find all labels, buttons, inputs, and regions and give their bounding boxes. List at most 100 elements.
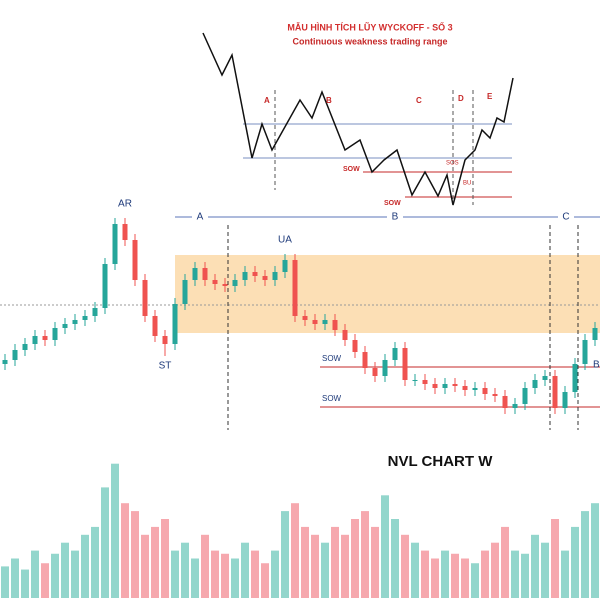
candle-body bbox=[522, 388, 528, 404]
candle-body bbox=[152, 316, 158, 336]
volume-bar bbox=[281, 511, 289, 598]
volume-bar bbox=[11, 558, 19, 598]
candle-body bbox=[482, 388, 488, 394]
volume-bar bbox=[511, 550, 519, 598]
inset-title: MẪU HÌNH TÍCH LŨY WYCKOFF - SỐ 3 bbox=[287, 21, 452, 32]
candle-body bbox=[212, 280, 218, 284]
volume-bar bbox=[391, 519, 399, 598]
volume-bar bbox=[431, 558, 439, 598]
volume-bar bbox=[561, 550, 569, 598]
candle-body bbox=[172, 304, 178, 344]
candle-body bbox=[32, 336, 38, 344]
candle-body bbox=[282, 260, 288, 272]
volume-bar bbox=[491, 542, 499, 598]
candle-body bbox=[112, 224, 118, 264]
volume-bar bbox=[191, 558, 199, 598]
candle-body bbox=[492, 394, 498, 396]
volume-bar bbox=[141, 534, 149, 598]
candle-body bbox=[82, 316, 88, 320]
candle-body bbox=[292, 260, 298, 316]
candle-body bbox=[182, 280, 188, 304]
candle-body bbox=[562, 392, 568, 408]
candle-body bbox=[162, 336, 168, 344]
candle-body bbox=[62, 324, 68, 328]
volume-bar bbox=[171, 550, 179, 598]
volume-bar bbox=[571, 526, 579, 598]
volume-bar bbox=[381, 495, 389, 598]
volume-bar bbox=[541, 542, 549, 598]
candle-body bbox=[352, 340, 358, 352]
candle-body bbox=[232, 280, 238, 286]
volume-bar bbox=[131, 511, 139, 598]
volume-bar bbox=[591, 503, 599, 598]
candle-body bbox=[432, 384, 438, 388]
volume-bar bbox=[221, 553, 229, 598]
candle-body bbox=[382, 360, 388, 376]
candle-body bbox=[302, 316, 308, 320]
volume-bar bbox=[581, 511, 589, 598]
phase-bg bbox=[192, 210, 208, 224]
volume-bar bbox=[411, 542, 419, 598]
candle-body bbox=[342, 330, 348, 340]
candle-body bbox=[402, 348, 408, 380]
volume-bar bbox=[121, 503, 129, 598]
inset-phase: B bbox=[326, 96, 332, 105]
volume-bar bbox=[521, 553, 529, 598]
candle-body bbox=[552, 376, 558, 408]
volume-bar bbox=[441, 550, 449, 598]
candle-body bbox=[462, 386, 468, 390]
range-zone bbox=[175, 255, 600, 333]
volume-bar bbox=[321, 542, 329, 598]
edge-label: B bbox=[593, 360, 600, 371]
inset-subtitle: Continuous weakness trading range bbox=[292, 36, 447, 46]
candle-body bbox=[532, 380, 538, 388]
volume-bar bbox=[241, 542, 249, 598]
volume-bar bbox=[101, 487, 109, 598]
candle-body bbox=[2, 360, 8, 364]
candle-body bbox=[52, 328, 58, 340]
candle-body bbox=[372, 368, 378, 376]
volume-bar bbox=[161, 519, 169, 598]
candle-body bbox=[202, 268, 208, 280]
candle-body bbox=[192, 268, 198, 280]
phase-label: A bbox=[197, 212, 204, 223]
volume-bar bbox=[51, 553, 59, 598]
candle-body bbox=[472, 388, 478, 390]
candle-body bbox=[42, 336, 48, 340]
volume-bar bbox=[1, 566, 9, 598]
candle-body bbox=[312, 320, 318, 324]
candle-body bbox=[222, 284, 228, 286]
volume-bar bbox=[211, 550, 219, 598]
candle-body bbox=[132, 240, 138, 280]
annotation: UA bbox=[278, 235, 292, 246]
inset-phase: A bbox=[264, 96, 270, 105]
volume-bar bbox=[451, 553, 459, 598]
phase-bg bbox=[387, 210, 403, 224]
candle-body bbox=[362, 352, 368, 368]
volume-bar bbox=[31, 550, 39, 598]
candle-body bbox=[592, 328, 598, 340]
volume-bar bbox=[331, 526, 339, 598]
chart-title: NVL CHART W bbox=[388, 453, 494, 470]
volume-bar bbox=[371, 526, 379, 598]
inset-label: SOW bbox=[343, 166, 360, 173]
inset: MẪU HÌNH TÍCH LŨY WYCKOFF - SỐ 3 Continu… bbox=[202, 21, 514, 207]
volume-bar bbox=[361, 511, 369, 598]
volume-bar bbox=[41, 563, 49, 598]
volume-bar bbox=[261, 563, 269, 598]
candle-body bbox=[142, 280, 148, 316]
candle-body bbox=[72, 320, 78, 324]
level-label: SOW bbox=[322, 394, 342, 403]
volume-bar bbox=[351, 519, 359, 598]
candle-body bbox=[392, 348, 398, 360]
candle-body bbox=[412, 380, 418, 381]
candle-body bbox=[582, 340, 588, 364]
volume-bar bbox=[61, 542, 69, 598]
candle-body bbox=[22, 344, 28, 350]
volume-bar bbox=[251, 550, 259, 598]
volume-bar bbox=[151, 526, 159, 598]
inset-label: SOW bbox=[384, 200, 401, 207]
volume-bar bbox=[301, 526, 309, 598]
volume-bar bbox=[341, 534, 349, 598]
